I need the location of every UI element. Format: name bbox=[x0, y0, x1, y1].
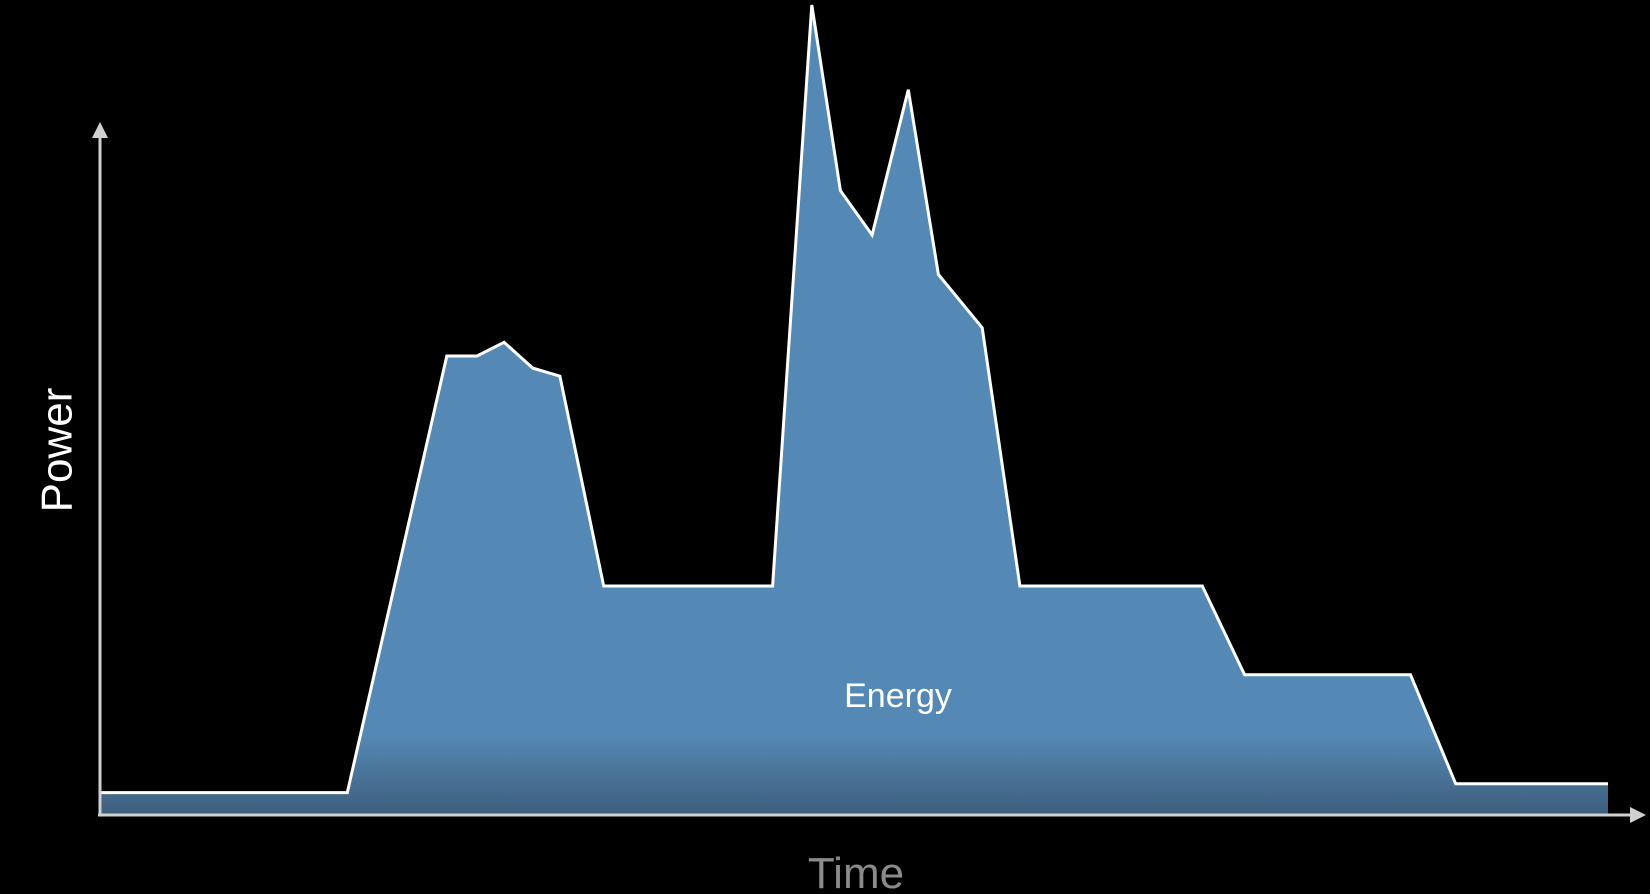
x-axis-label: Time bbox=[808, 849, 904, 894]
y-axis-label: Power bbox=[33, 388, 82, 513]
y-axis-arrow bbox=[92, 122, 108, 138]
x-axis-arrow bbox=[1630, 807, 1646, 823]
energy-area bbox=[100, 5, 1608, 815]
energy-area-label: Energy bbox=[844, 677, 952, 715]
power-series-line bbox=[100, 4, 1608, 795]
